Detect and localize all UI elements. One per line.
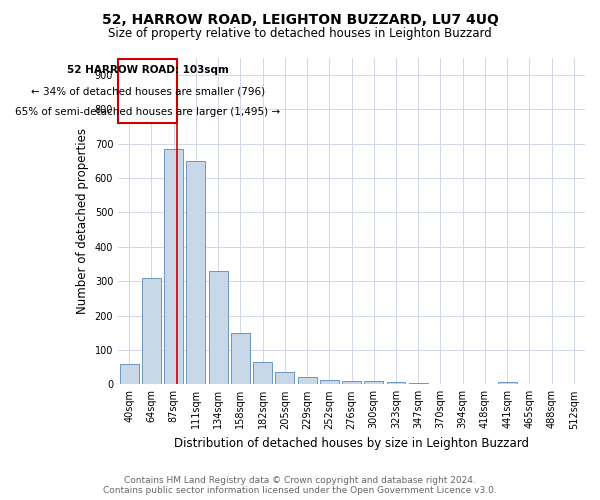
Text: 52 HARROW ROAD: 103sqm: 52 HARROW ROAD: 103sqm	[67, 65, 229, 75]
Text: ← 34% of detached houses are smaller (796): ← 34% of detached houses are smaller (79…	[31, 86, 265, 96]
Y-axis label: Number of detached properties: Number of detached properties	[76, 128, 89, 314]
Bar	[320, 380, 339, 384]
Bar	[275, 372, 294, 384]
Bar	[386, 382, 406, 384]
Bar	[342, 381, 361, 384]
Bar	[142, 278, 161, 384]
Bar	[498, 382, 517, 384]
Bar	[209, 271, 227, 384]
Text: Size of property relative to detached houses in Leighton Buzzard: Size of property relative to detached ho…	[108, 28, 492, 40]
Bar	[253, 362, 272, 384]
Bar	[120, 364, 139, 384]
FancyBboxPatch shape	[118, 59, 177, 123]
Bar	[164, 148, 183, 384]
Text: Contains HM Land Registry data © Crown copyright and database right 2024.
Contai: Contains HM Land Registry data © Crown c…	[103, 476, 497, 495]
Bar	[409, 382, 428, 384]
Text: 52, HARROW ROAD, LEIGHTON BUZZARD, LU7 4UQ: 52, HARROW ROAD, LEIGHTON BUZZARD, LU7 4…	[101, 12, 499, 26]
Text: 65% of semi-detached houses are larger (1,495) →: 65% of semi-detached houses are larger (…	[15, 108, 280, 118]
Bar	[187, 160, 205, 384]
X-axis label: Distribution of detached houses by size in Leighton Buzzard: Distribution of detached houses by size …	[174, 437, 529, 450]
Bar	[364, 381, 383, 384]
Bar	[298, 378, 317, 384]
Bar	[231, 332, 250, 384]
